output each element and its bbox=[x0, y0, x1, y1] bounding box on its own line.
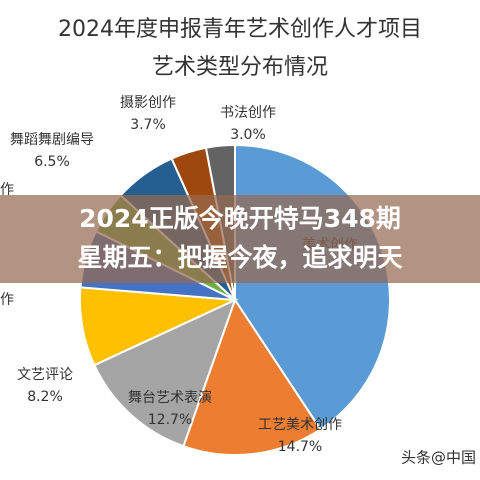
value-label: 14.7% bbox=[278, 439, 322, 455]
value-label: 8.2% bbox=[27, 389, 63, 405]
labels: 美术创作工艺美术创作14.7%舞台艺术表演12.7%文艺评论8.2%作作舞蹈舞剧… bbox=[0, 95, 358, 455]
value-label: 3.0% bbox=[230, 127, 266, 143]
chart-title: 艺术类型分布情况 bbox=[152, 55, 328, 80]
watermark: 头条@中国 bbox=[401, 449, 476, 467]
slice-label: 作 bbox=[0, 182, 14, 198]
banner bbox=[0, 195, 480, 283]
slice-label: 作 bbox=[0, 292, 14, 308]
slice-label: 工艺美术创作 bbox=[258, 417, 342, 433]
chart-title: 2024年度申报青年艺术创作人才项目 bbox=[58, 17, 422, 42]
value-label: 12.7% bbox=[148, 412, 192, 428]
banner-text: 2024正版今晚开特马348期 bbox=[79, 204, 401, 233]
slice-label: 摄影创作 bbox=[120, 95, 176, 111]
slice bbox=[93, 298, 237, 448]
slice-label: 舞蹈舞剧编导 bbox=[10, 132, 94, 148]
pie bbox=[79, 143, 391, 456]
banner-text: 星期五：把握今夜，追求明天 bbox=[77, 243, 402, 272]
slice bbox=[182, 297, 322, 456]
value-label: 3.7% bbox=[130, 117, 166, 133]
value-label: 6.5% bbox=[34, 154, 70, 170]
slice-label: 文艺评论 bbox=[17, 367, 73, 383]
slice-label: 书法创作 bbox=[220, 105, 276, 121]
slice-label: 舞台艺术表演 bbox=[128, 390, 212, 406]
